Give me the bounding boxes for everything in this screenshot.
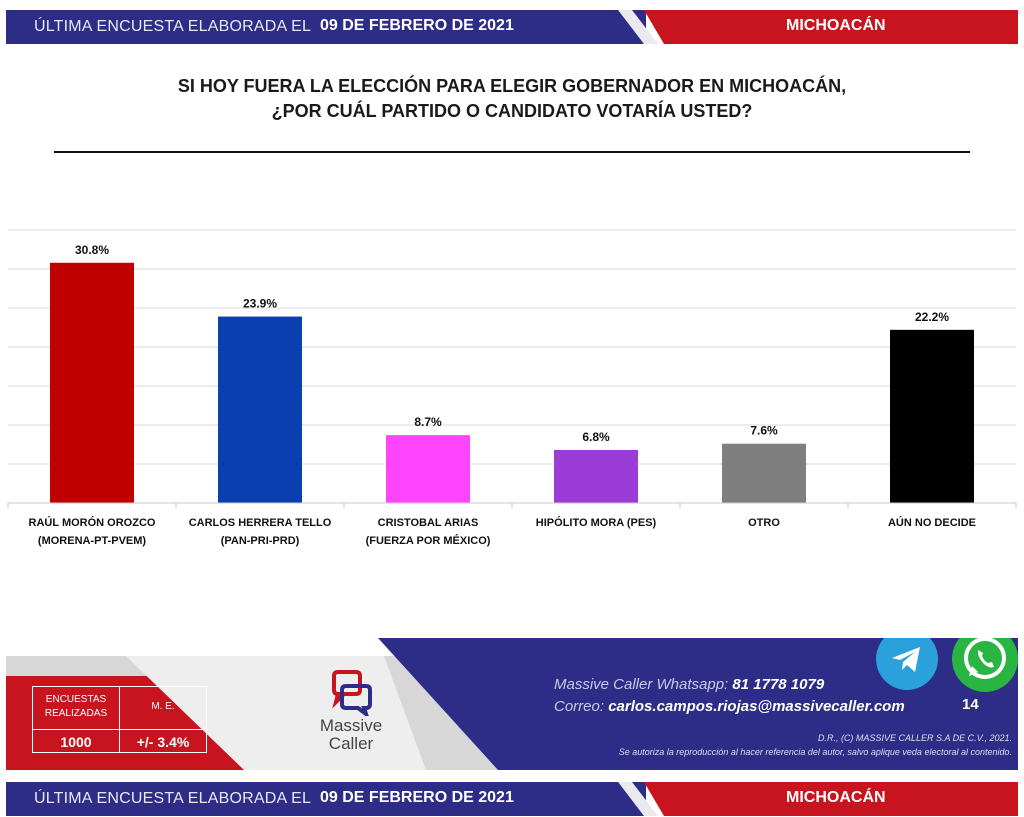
banner-navy-band (6, 10, 646, 44)
stats-divider-vertical (119, 687, 120, 752)
bottom-banner: ÚLTIMA ENCUESTA ELABORADA EL 09 DE FEBRE… (6, 782, 1018, 816)
question-line-1: SI HOY FUERA LA ELECCIÓN PARA ELEGIR GOB… (177, 76, 847, 96)
telegram-icon[interactable] (876, 638, 938, 690)
bottom-banner-red-band (644, 782, 1018, 816)
banner-date: 09 DE FEBRERO DE 2021 (320, 17, 514, 34)
survey-question: SI HOY FUERA LA ELECCIÓN PARA ELEGIR GOB… (60, 74, 964, 124)
stats-header-margin: M. E. (151, 701, 175, 712)
email-address[interactable]: carlos.campos.riojas@massivecaller.com (608, 698, 905, 715)
category-label: HIPÓLITO MORA (PES) (536, 516, 657, 529)
question-line-2: ¿POR CUÁL PARTIDO O CANDIDATO VOTARÍA US… (271, 101, 753, 121)
massive-caller-logo: Massive Caller (306, 670, 396, 766)
footer: ENCUESTAS REALIZADAS M. E. 1000 +/- 3.4%… (6, 638, 1018, 770)
whatsapp-number[interactable]: 81 1778 1079 (732, 676, 825, 693)
bottom-banner-date: 09 DE FEBRERO DE 2021 (320, 789, 514, 806)
category-label: (FUERZA POR MÉXICO) (366, 534, 491, 547)
survey-stats-box: ENCUESTAS REALIZADAS M. E. 1000 +/- 3.4% (32, 686, 207, 753)
data-label: 8.7% (414, 415, 442, 429)
email-contact: Correo: carlos.campos.riojas@massivecall… (554, 698, 905, 715)
email-label: Correo: (554, 698, 605, 715)
logo-word-massive: Massive (319, 716, 383, 735)
category-label: AÚN NO DECIDE (888, 516, 976, 529)
whatsapp-contact: Massive Caller Whatsapp: 81 1778 1079 (554, 676, 824, 693)
bottom-banner-navy-band (6, 782, 646, 816)
bar (890, 329, 974, 503)
bar (554, 449, 638, 503)
vote-intention-chart: 30.8% RAÚL MORÓN OROZCO (MORENA-PT-PVEM) 23… (7, 229, 1017, 547)
data-label: 22.2% (915, 310, 949, 324)
bottom-banner-lead-text: ÚLTIMA ENCUESTA ELABORADA EL (34, 790, 312, 807)
category-label: CARLOS HERRERA TELLO (189, 517, 332, 529)
category-label: (PAN-PRI-PRD) (221, 535, 300, 547)
bar (50, 262, 134, 503)
page-number: 14 (962, 696, 979, 713)
top-banner: ÚLTIMA ENCUESTA ELABORADA EL 09 DE FEBRE… (6, 10, 1018, 44)
banner-region: MICHOACÁN (786, 17, 886, 34)
stats-divider-horizontal (33, 729, 206, 730)
stats-value-surveys: 1000 (60, 734, 92, 750)
telegram-plane-icon (892, 647, 920, 672)
data-label: 6.8% (582, 430, 610, 444)
stats-value-margin: +/- 3.4% (136, 734, 190, 750)
whatsapp-phone-icon (964, 638, 1006, 679)
bottom-banner-region: MICHOACÁN (786, 789, 886, 806)
category-label: RAÚL MORÓN OROZCO (29, 516, 156, 529)
reproduction-notice: Se autoriza la reproducción al hacer ref… (618, 747, 1012, 757)
data-label: 23.9% (243, 297, 277, 311)
bar (218, 316, 302, 503)
whatsapp-label: Massive Caller Whatsapp: (554, 676, 729, 693)
banner-lead-text: ÚLTIMA ENCUESTA ELABORADA EL (34, 18, 312, 35)
bar (386, 435, 470, 503)
stats-header-surveys: ENCUESTAS REALIZADAS (44, 694, 108, 719)
copyright-notice: D.R., (C) MASSIVE CALLER S.A DE C.V., 20… (817, 733, 1012, 743)
whatsapp-icon[interactable] (952, 638, 1018, 692)
data-label: 30.8% (75, 243, 109, 257)
bar (722, 443, 806, 503)
logo-mark-icon (332, 670, 372, 716)
category-label: CRISTOBAL ARIAS (378, 517, 479, 529)
data-label: 7.6% (750, 424, 778, 438)
title-divider (54, 151, 970, 153)
category-label: (MORENA-PT-PVEM) (38, 535, 147, 547)
logo-word-caller: Caller (328, 734, 374, 753)
category-label: OTRO (748, 517, 780, 529)
banner-red-band (644, 10, 1018, 44)
